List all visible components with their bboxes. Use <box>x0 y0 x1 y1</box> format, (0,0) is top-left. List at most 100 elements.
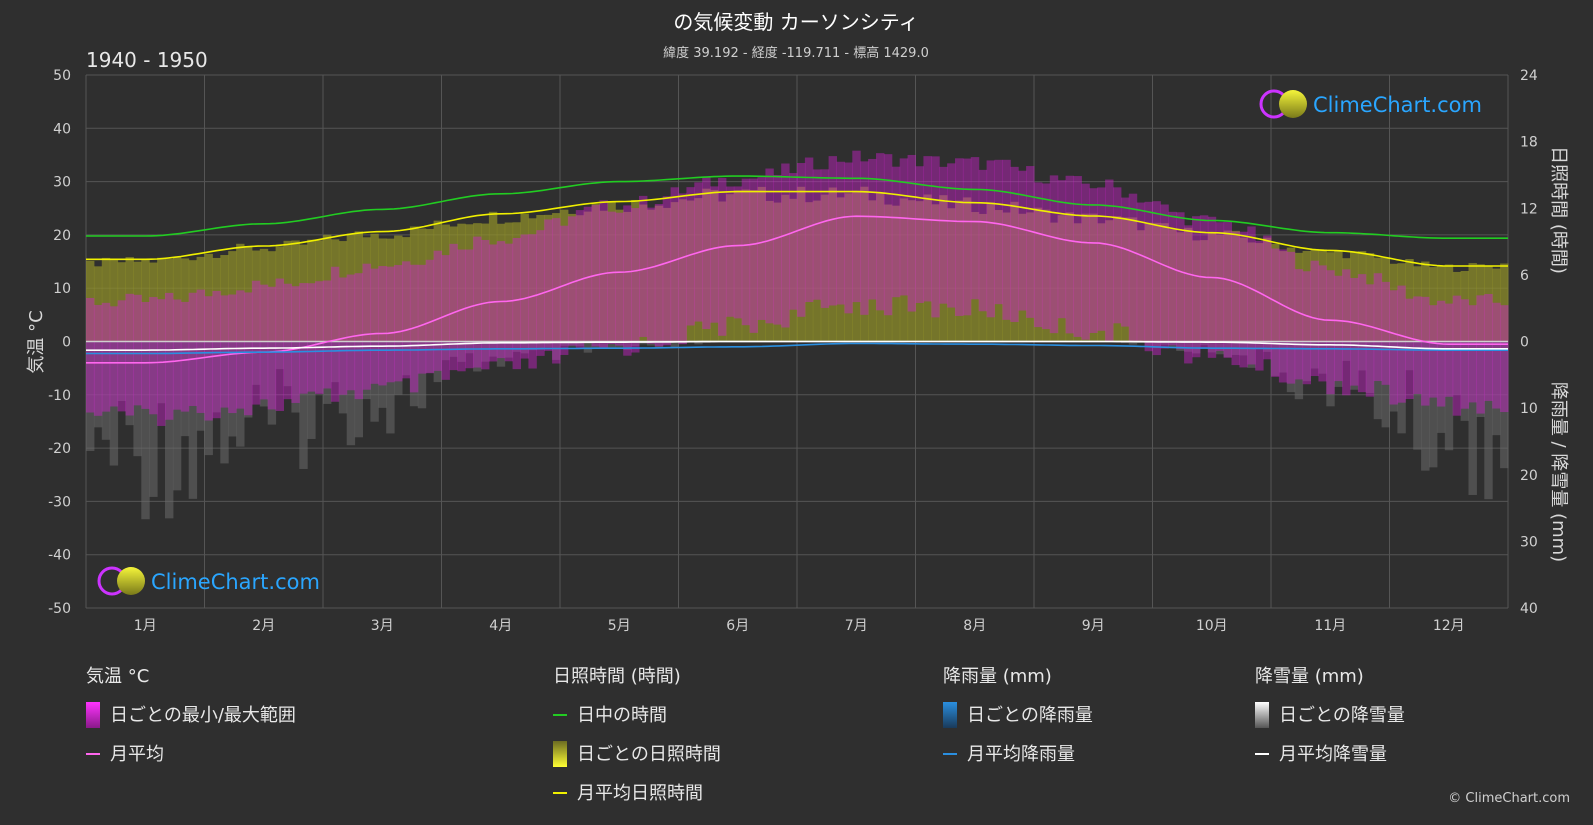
snow-bar <box>481 341 490 362</box>
temperature-range-bar <box>236 290 245 409</box>
left-tick-label: -20 <box>48 441 71 457</box>
left-tick-label: 0 <box>62 335 71 351</box>
temperature-range-bar <box>907 154 916 312</box>
snow-bar <box>267 341 277 425</box>
temperature-range-bar <box>362 263 371 390</box>
sunshine-bar <box>591 204 600 342</box>
sunshine-bar <box>504 222 514 342</box>
snow-bar <box>1357 341 1367 371</box>
sunshine-bar <box>1326 252 1335 342</box>
temperature-range-bar <box>646 207 656 344</box>
temperature-range-bar <box>1365 284 1375 397</box>
temperature-range-bar <box>1405 298 1414 400</box>
legend-rain-avg-label: 月平均降雨量 <box>967 744 1075 765</box>
snow-bar <box>93 341 103 428</box>
sunshine-bar <box>1492 268 1501 342</box>
temperature-range-bar <box>1318 265 1327 382</box>
month-tick-label: 6月 <box>726 618 749 634</box>
daylight-line <box>86 175 1508 239</box>
sunshine-bar <box>251 250 261 342</box>
temperature-range-bar <box>1429 305 1438 398</box>
snow-bar <box>623 341 632 350</box>
logo-top[interactable]: ClimeChart.com <box>1259 89 1482 119</box>
snow-bar <box>307 341 316 439</box>
sunshine-bar <box>607 201 616 342</box>
sunshine-bar <box>1097 223 1106 342</box>
snow-bar <box>473 341 482 372</box>
snow-bar <box>330 341 340 383</box>
logo-top-text: ClimeChart.com <box>1313 93 1482 117</box>
month-tick-label: 4月 <box>489 618 512 634</box>
temperature-range-bar <box>417 264 427 374</box>
sunshine-bar <box>204 253 213 342</box>
sunshine-bar <box>1286 247 1296 342</box>
snow-bar <box>425 341 435 373</box>
temperature-range-bar <box>1049 175 1059 334</box>
temperature-range-bar <box>710 186 719 323</box>
logo-bottom[interactable]: ClimeChart.com <box>97 566 320 596</box>
temperature-range-bar <box>1002 159 1011 320</box>
snow-bar <box>1429 341 1438 468</box>
sunshine-bar <box>283 240 292 342</box>
legend-snow-daily-label: 日ごとの降雪量 <box>1279 705 1405 726</box>
temperature-range-bar <box>1247 226 1256 365</box>
sunshine-bar <box>1357 251 1367 342</box>
temperature-range-bar <box>1381 281 1390 385</box>
snow-bar <box>196 341 205 431</box>
left-tick-label: 40 <box>53 121 71 137</box>
sunshine-bar <box>1263 237 1272 342</box>
temperature-range-bar <box>1144 201 1153 352</box>
sunshine-bar <box>883 204 893 342</box>
sunshine-bar <box>544 214 553 342</box>
sunshine-bar <box>465 224 474 342</box>
temperature-range-bar <box>560 225 569 355</box>
temperature-range-bar <box>1326 270 1335 395</box>
left-tick-label: 10 <box>53 281 71 297</box>
snow-bar <box>1476 341 1485 418</box>
daily-snow-bars <box>86 341 1509 520</box>
month-tick-label: 3月 <box>371 618 394 634</box>
temperature-range-bar <box>1168 211 1177 346</box>
sunshine-bar <box>165 259 174 342</box>
logo-sun-icon <box>117 567 145 595</box>
left-tick-label: 30 <box>53 175 71 191</box>
temperature-range-bar <box>307 283 316 392</box>
series-lines <box>86 175 1508 364</box>
sunshine-bar <box>346 233 356 342</box>
snow-bar <box>1460 341 1469 421</box>
sunshine-bar <box>330 239 340 342</box>
sunshine-bar <box>1429 267 1438 342</box>
month-tick-label: 8月 <box>963 618 986 634</box>
sunshine-bar <box>417 228 427 342</box>
snow-bar <box>465 341 474 354</box>
legend-rain: 降雨量 (mm) 日ごとの降雨量 月平均降雨量 <box>943 666 1093 765</box>
temperature-range-bar <box>465 249 474 369</box>
sunshine-bar <box>212 257 221 342</box>
temperature-range-bar <box>1357 274 1367 393</box>
snow-bar <box>1310 341 1319 369</box>
sunshine-bar <box>394 235 403 342</box>
snow-bar <box>402 341 411 376</box>
sunshine-bar <box>323 234 332 342</box>
temperature-range-bar <box>1302 271 1311 385</box>
sunshine-bar <box>994 210 1003 342</box>
sunshine-bar <box>868 200 877 342</box>
snow-bar <box>149 341 158 497</box>
sunshine-bar <box>694 198 703 342</box>
sunshine-bar <box>1302 250 1311 342</box>
temperature-range-bar <box>1484 293 1493 401</box>
sunshine-bar <box>1057 215 1067 342</box>
sunshine-bar <box>1199 240 1209 342</box>
sunshine-bar <box>1239 237 1248 342</box>
sunshine-bar <box>646 209 656 342</box>
snow-bar <box>180 341 190 437</box>
sunshine-bar <box>931 204 940 342</box>
temperature-range-bar <box>1468 305 1477 403</box>
legend-temp-range-label: 日ごとの最小/最大範囲 <box>110 705 296 726</box>
temperature-range-bar <box>615 212 624 346</box>
snow-bar <box>552 341 561 360</box>
legend: 気温 °C 日ごとの最小/最大範囲 月平均 日照時間 (時間) 日中の時間 日ご… <box>86 666 1405 804</box>
snow-bar <box>101 341 111 440</box>
temperature-range-bar <box>204 296 213 421</box>
snow-bar <box>615 341 624 349</box>
